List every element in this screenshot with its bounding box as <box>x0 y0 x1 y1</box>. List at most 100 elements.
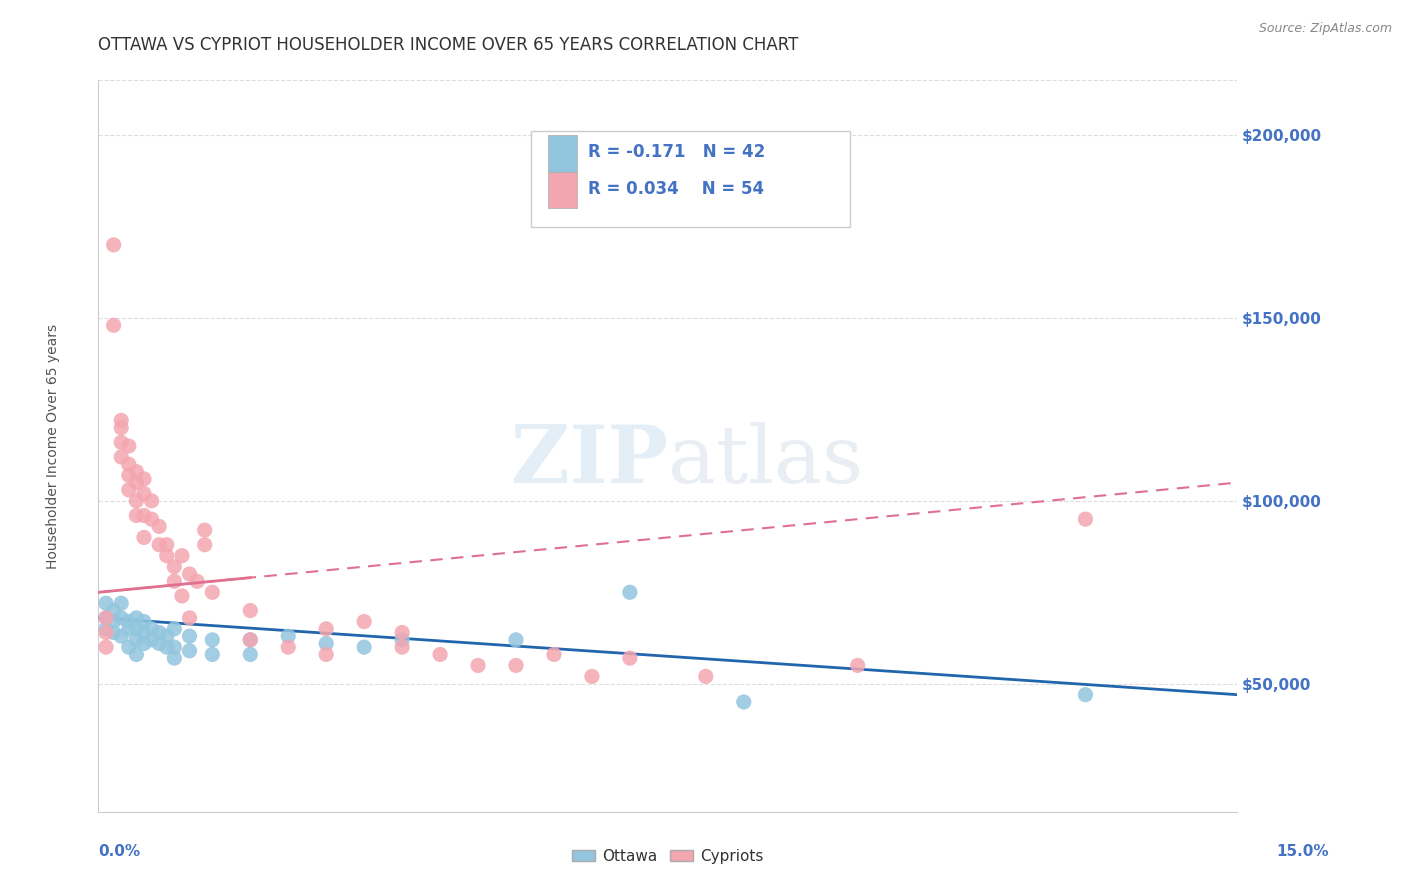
Point <box>103 615 125 629</box>
Text: OTTAWA VS CYPRIOT HOUSEHOLDER INCOME OVER 65 YEARS CORRELATION CHART: OTTAWA VS CYPRIOT HOUSEHOLDER INCOME OVE… <box>98 36 799 54</box>
Point <box>179 629 201 643</box>
Point <box>163 622 186 636</box>
FancyBboxPatch shape <box>548 135 576 171</box>
Point <box>846 658 869 673</box>
Point <box>110 420 132 434</box>
Point <box>118 468 141 483</box>
Point <box>239 648 262 662</box>
Point <box>94 625 117 640</box>
Point <box>505 632 527 647</box>
Point <box>239 603 262 617</box>
Point <box>110 435 132 450</box>
Point <box>125 475 148 490</box>
Point <box>194 523 217 537</box>
Point <box>239 632 262 647</box>
Point <box>125 465 148 479</box>
Point <box>277 629 299 643</box>
FancyBboxPatch shape <box>548 171 576 208</box>
Point <box>118 483 141 497</box>
Point <box>94 611 117 625</box>
Point <box>277 640 299 655</box>
Point <box>132 486 155 500</box>
Point <box>315 636 337 650</box>
FancyBboxPatch shape <box>531 131 851 227</box>
Point <box>132 636 155 650</box>
Point <box>733 695 755 709</box>
Text: R = 0.034    N = 54: R = 0.034 N = 54 <box>588 179 765 197</box>
Point <box>132 530 155 544</box>
Point <box>118 457 141 471</box>
Point <box>132 615 155 629</box>
Point <box>110 450 132 464</box>
Point <box>353 615 375 629</box>
Point <box>148 519 170 533</box>
Point <box>163 651 186 665</box>
Point <box>110 629 132 643</box>
Point <box>103 237 125 252</box>
Point <box>186 574 208 589</box>
Point <box>118 622 141 636</box>
Point <box>467 658 489 673</box>
Point <box>148 636 170 650</box>
Point <box>103 318 125 333</box>
Point <box>353 640 375 655</box>
Point <box>125 632 148 647</box>
Point <box>118 439 141 453</box>
Point <box>179 611 201 625</box>
Point <box>125 493 148 508</box>
Point <box>156 629 179 643</box>
Point <box>170 549 193 563</box>
Point <box>141 512 163 526</box>
Point <box>156 549 179 563</box>
Point <box>110 611 132 625</box>
Point <box>125 648 148 662</box>
Point <box>543 648 565 662</box>
Point <box>391 625 413 640</box>
Point <box>125 611 148 625</box>
Text: Source: ZipAtlas.com: Source: ZipAtlas.com <box>1258 22 1392 36</box>
Point <box>239 632 262 647</box>
Point <box>110 413 132 427</box>
Point <box>132 625 155 640</box>
Point <box>170 589 193 603</box>
Legend: Ottawa, Cypriots: Ottawa, Cypriots <box>565 843 770 870</box>
Point <box>505 658 527 673</box>
Point <box>132 472 155 486</box>
Point <box>163 640 186 655</box>
Point <box>94 622 117 636</box>
Text: atlas: atlas <box>668 422 863 500</box>
Point <box>141 493 163 508</box>
Point <box>118 615 141 629</box>
Point <box>1074 512 1097 526</box>
Point <box>179 644 201 658</box>
Point <box>695 669 717 683</box>
Point <box>391 640 413 655</box>
Text: R = -0.171   N = 42: R = -0.171 N = 42 <box>588 143 765 161</box>
Text: 0.0%: 0.0% <box>98 845 141 859</box>
Point <box>201 648 224 662</box>
Point <box>141 632 163 647</box>
Point <box>163 559 186 574</box>
Point <box>132 508 155 523</box>
Point <box>125 622 148 636</box>
Point <box>163 574 186 589</box>
Point <box>156 640 179 655</box>
Point <box>94 640 117 655</box>
Text: Householder Income Over 65 years: Householder Income Over 65 years <box>46 324 60 568</box>
Point <box>201 585 224 599</box>
Point <box>429 648 451 662</box>
Point <box>391 632 413 647</box>
Point <box>1074 688 1097 702</box>
Point <box>619 651 641 665</box>
Text: 15.0%: 15.0% <box>1277 845 1329 859</box>
Point <box>148 625 170 640</box>
Point <box>94 611 117 625</box>
Point <box>141 622 163 636</box>
Point <box>94 596 117 610</box>
Point <box>619 585 641 599</box>
Point <box>581 669 603 683</box>
Point <box>148 538 170 552</box>
Point <box>201 632 224 647</box>
Point <box>103 603 125 617</box>
Point <box>315 648 337 662</box>
